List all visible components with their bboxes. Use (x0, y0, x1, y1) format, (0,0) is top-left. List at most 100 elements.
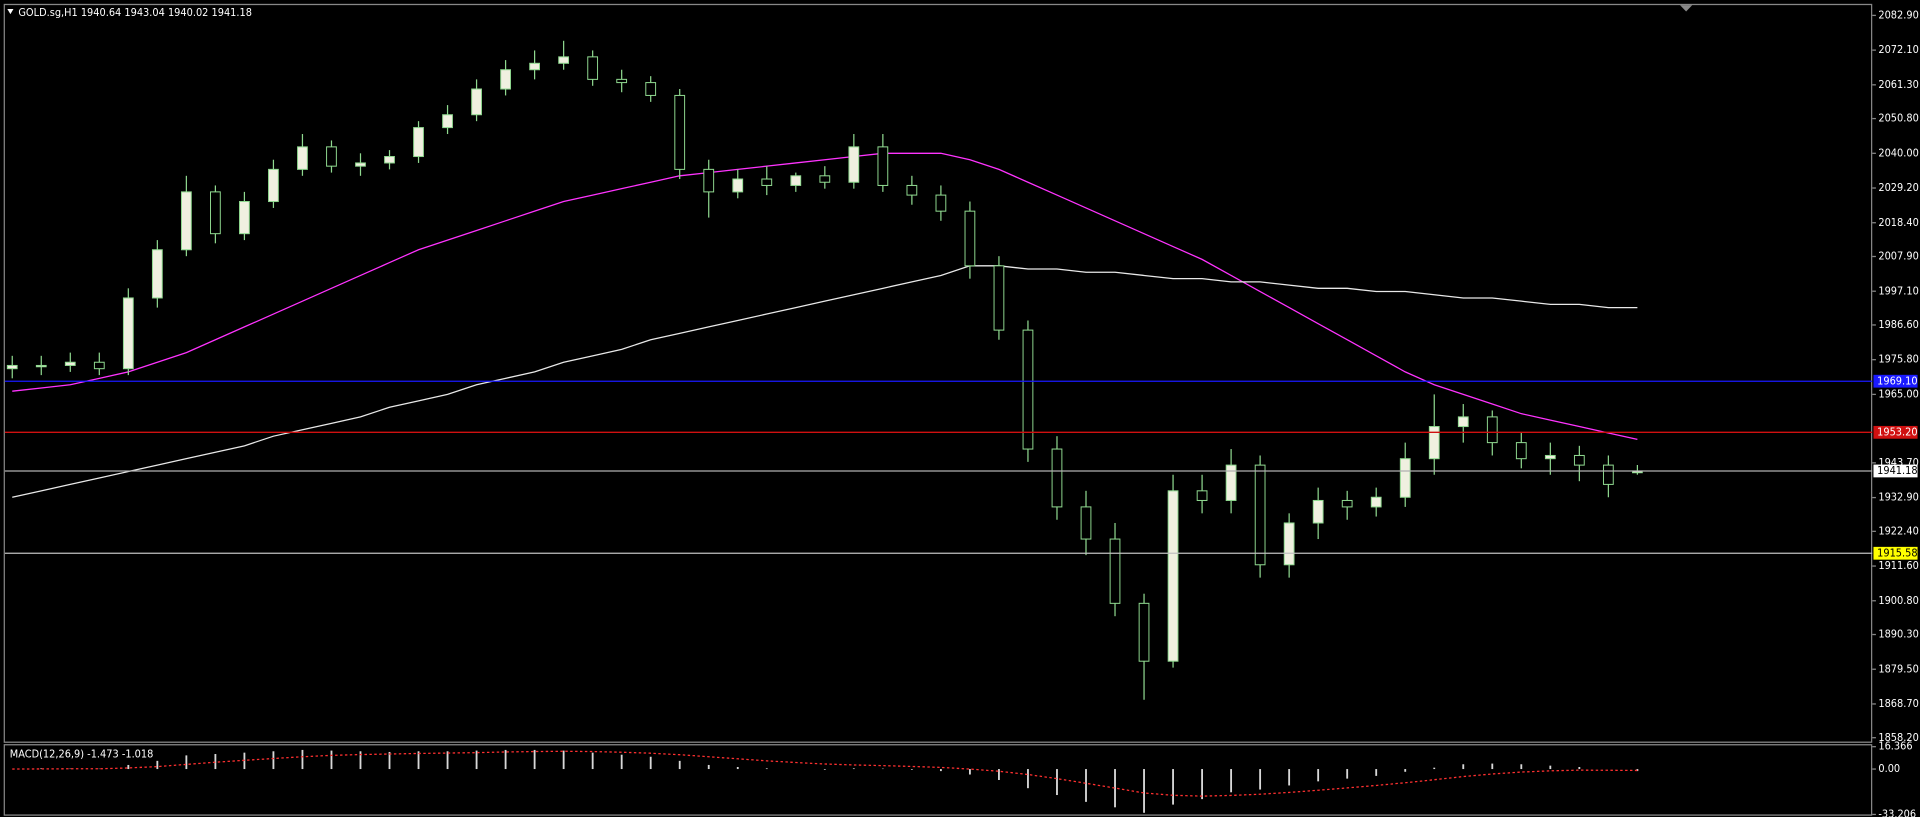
moving-average (12, 265, 1638, 498)
y-tick-label: 1922.40 (1878, 526, 1918, 537)
candle-body (1080, 506, 1092, 540)
candle-body (1486, 416, 1498, 444)
candle-body (1515, 442, 1527, 460)
candle-body (239, 201, 250, 235)
y-tick-label: 2018.40 (1878, 218, 1918, 229)
y-tick-label: 1900.80 (1878, 596, 1918, 607)
level-label-box (1873, 546, 1918, 560)
candle-body (384, 156, 395, 164)
y-tick-label: 2007.90 (1878, 251, 1918, 262)
candle-body (180, 191, 192, 251)
level-label-box (1873, 374, 1918, 388)
y-tick-label: 2072.10 (1878, 45, 1918, 56)
candle-body (1370, 496, 1382, 508)
y-tick-label: 2040.00 (1878, 148, 1918, 159)
y-tick-label: 1965.00 (1878, 389, 1918, 400)
candle-body (64, 361, 76, 366)
y-tick-label: 2082.90 (1878, 10, 1918, 21)
y-tick-label: 16.366 (1878, 742, 1912, 753)
candle-body (1544, 454, 1556, 460)
candle-body (35, 364, 47, 368)
candle-body (790, 175, 802, 186)
candle-body (1457, 416, 1469, 428)
macd-title: MACD(12,26,9) -1.473 -1.018 (10, 749, 154, 760)
candle-body (1138, 602, 1150, 662)
candle-body (1428, 426, 1440, 460)
candle-body (1283, 522, 1295, 566)
candle-body (848, 146, 860, 183)
y-tick-label: 1858.20 (1878, 733, 1918, 744)
candle-body (761, 178, 773, 186)
candle-body (645, 82, 657, 96)
y-tick-label: 2029.20 (1878, 183, 1918, 194)
candle-body (1312, 499, 1324, 524)
candle-body (1109, 538, 1121, 604)
level-label: 1953.20 (1877, 427, 1917, 438)
macd-signal (12, 750, 1638, 797)
candle-body (209, 191, 221, 235)
candle-body (935, 194, 947, 212)
candle-body (558, 56, 570, 64)
level-label: 1915.58 (1877, 548, 1917, 559)
y-tick-label: 1932.90 (1878, 492, 1918, 503)
candle-body (297, 146, 308, 170)
candle-body (500, 69, 511, 90)
candle-body (1573, 454, 1585, 466)
y-tick-label: 1890.30 (1878, 629, 1918, 640)
level-label: 1941.18 (1877, 466, 1917, 477)
price-frame (3, 3, 1873, 743)
y-tick-label: 1879.50 (1878, 664, 1918, 675)
candle-body (993, 265, 1005, 331)
y-tick-label: 1911.60 (1878, 561, 1918, 572)
menu-arrow[interactable] (7, 8, 14, 15)
level-label-box (1873, 464, 1918, 478)
shift-marker[interactable] (1680, 5, 1693, 12)
candle-body (587, 56, 599, 80)
candle-body (964, 210, 976, 267)
candle-body (1051, 448, 1063, 508)
candle-body (616, 78, 628, 84)
candle-body (442, 114, 453, 129)
y-tick-label: -33.206 (1878, 809, 1916, 817)
candle-body (1399, 458, 1411, 498)
candle-body (529, 62, 541, 71)
y-tick-label: 1943.70 (1878, 458, 1918, 469)
candle-body (1341, 499, 1353, 508)
candle-body (326, 146, 337, 167)
candle-body (151, 249, 163, 299)
moving-average (12, 152, 1638, 441)
candle-body (268, 168, 279, 203)
candle-body (355, 162, 366, 167)
candle-body (703, 168, 715, 193)
candle-body (1196, 490, 1208, 501)
macd-frame (3, 744, 1873, 816)
candle-body (1254, 464, 1266, 566)
y-tick-label: 2061.30 (1878, 80, 1918, 91)
candle-body (1022, 329, 1034, 450)
candle-body (1167, 490, 1179, 662)
candle-body (674, 94, 686, 170)
candle-body (1602, 464, 1614, 485)
y-tick-label: 1975.80 (1878, 355, 1918, 366)
y-tick-label: 2050.80 (1878, 113, 1918, 124)
candle-body (819, 175, 831, 183)
y-tick-label: 1868.70 (1878, 699, 1918, 710)
y-tick-label: 1997.10 (1878, 286, 1918, 297)
y-tick-label: 1986.60 (1878, 320, 1918, 331)
candle-body (732, 178, 744, 193)
candle-body (413, 127, 424, 158)
candle-body (877, 146, 889, 186)
candle-body (93, 361, 105, 370)
candle-body (122, 297, 134, 370)
candle-body (1225, 464, 1237, 501)
candle-body (906, 184, 918, 196)
candle-body (6, 364, 18, 370)
y-tick-label: 0.00 (1878, 764, 1900, 775)
level-label: 1969.10 (1877, 376, 1917, 387)
candle-body (471, 88, 482, 116)
level-label-box (1873, 425, 1918, 439)
chart-title: GOLD.sg,H1 1940.64 1943.04 1940.02 1941.… (18, 8, 252, 19)
